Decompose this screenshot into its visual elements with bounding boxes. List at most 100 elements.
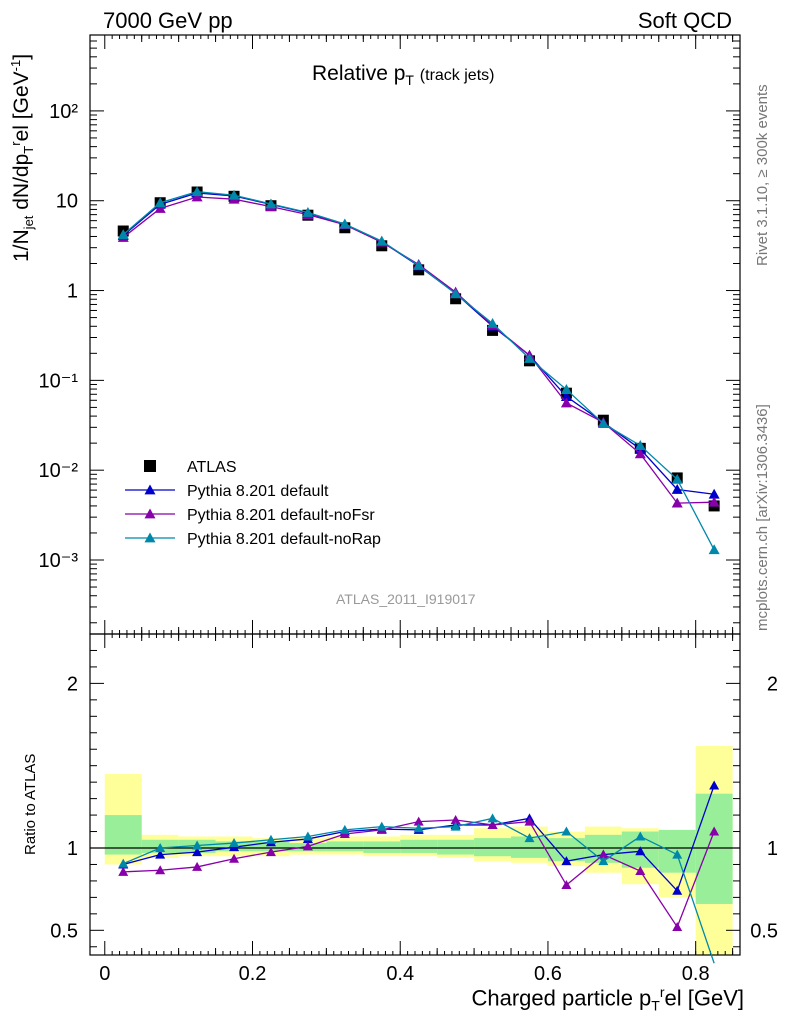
ratio-series-marker [376, 821, 387, 831]
ratio-series-marker [265, 834, 276, 844]
ratio-band-green [363, 841, 401, 853]
ratio-series-marker [635, 831, 646, 841]
ratio-band-green [326, 841, 364, 852]
ratio-y-tick-label-right: 1 [767, 838, 778, 860]
x-tick-label: 0.8 [682, 963, 710, 985]
ratio-band-green [474, 838, 512, 857]
main-series-marker [487, 317, 499, 328]
legend-marker [144, 508, 156, 519]
main-series-marker [671, 497, 683, 508]
ratio-series-marker [635, 846, 646, 856]
ratio-series-marker [192, 861, 203, 871]
x-tick-label: 0.2 [239, 963, 267, 985]
main-series-marker [708, 496, 720, 507]
main-series-marker [597, 418, 609, 429]
ratio-series-marker [524, 833, 535, 843]
legend-label: Pythia 8.201 default-noRap [187, 531, 381, 548]
ratio-series-marker [155, 843, 166, 852]
ratio-band-green [547, 838, 585, 862]
main-series-marker [523, 353, 535, 363]
main-series-marker [450, 288, 462, 299]
legend-marker [144, 532, 156, 543]
ratio-series-marker [413, 816, 424, 826]
main-series-marker [560, 397, 572, 408]
main-series-marker [265, 198, 277, 209]
ratio-plot-frame [89, 633, 741, 956]
ratio-series-marker [598, 849, 609, 859]
main-series-marker [339, 218, 351, 229]
ratio-series-marker [672, 922, 683, 932]
ratio-y-axis-label: Ratio to ATLAS [22, 753, 39, 855]
ratio-series-marker [118, 858, 129, 868]
main-series-marker [708, 488, 720, 499]
ratio-band-green [252, 841, 290, 852]
ratio-series-marker [192, 840, 203, 850]
y-tick-label: 10⁻¹ [39, 370, 79, 392]
ratio-series-marker [598, 856, 609, 866]
ratio-series-marker [118, 866, 129, 876]
ratio-series-marker [155, 849, 166, 859]
y-tick-label: 10⁻³ [39, 550, 79, 572]
legend-marker [144, 484, 156, 495]
ratio-series-layer [118, 780, 720, 964]
ratio-series-marker [450, 815, 461, 825]
ratio-series-marker [302, 831, 313, 841]
ratio-y-tick-label: 2 [67, 673, 78, 695]
analysis-label: ATLAS_2011_I919017 [336, 591, 476, 607]
main-series-marker [191, 191, 203, 202]
legend-label: Pythia 8.201 default-noFsr [187, 507, 375, 524]
mcplots-label: mcplots.cern.ch [arXiv:1306.3436] [754, 404, 771, 631]
main-series-line [122, 192, 715, 495]
ratio-series-marker [192, 847, 203, 857]
x-tick-label: 0.4 [386, 963, 414, 985]
ratio-band-green [695, 793, 733, 904]
y-tick-label: 1 [67, 281, 78, 303]
main-series-marker [154, 197, 166, 208]
ratio-band-layer [104, 745, 733, 955]
ratio-y-tick-label: 0.5 [50, 920, 78, 942]
ratio-series-marker [709, 826, 720, 836]
ratio-y-tick-label-right: 2 [767, 673, 778, 695]
ratio-series-marker [487, 813, 498, 823]
ratio-series-marker [302, 841, 313, 851]
legend-label: ATLAS [187, 459, 237, 476]
y-axis-label: 1/Njet dN/dpTrel [GeV-1] [8, 53, 37, 262]
main-series-marker [302, 206, 314, 217]
ratio-series-marker [561, 856, 572, 866]
ratio-y-tick-label-right: 0.5 [750, 920, 778, 942]
ratio-series-marker [524, 816, 535, 826]
ratio-series-marker [672, 849, 683, 859]
header-right: Soft QCD [637, 8, 732, 33]
data-point [450, 293, 462, 305]
chart-title: Relative pT (track jets) [312, 62, 495, 89]
y-tick-label: 10² [49, 101, 78, 123]
header-left: 7000 GeV pp [103, 8, 233, 33]
y-tick-label: 10⁻² [39, 460, 79, 482]
ratio-series-marker [561, 880, 572, 890]
ratio-series-marker [155, 865, 166, 875]
ratio-series-marker [413, 823, 424, 833]
x-tick-label: 0 [99, 963, 110, 985]
ratio-series-marker [561, 826, 572, 836]
main-series-layer [117, 186, 720, 555]
ratio-band-green [511, 836, 548, 858]
ratio-series-marker [229, 838, 240, 848]
ratio-series-marker [229, 853, 240, 863]
ratio-series-marker [487, 819, 498, 829]
ratio-band-green [437, 839, 475, 855]
ratio-series-marker [339, 824, 350, 834]
main-series-marker [154, 202, 166, 213]
main-series-marker [376, 235, 388, 246]
ratio-band-green [104, 815, 142, 855]
y-tick-label: 10 [56, 191, 78, 213]
ratio-series-marker [635, 866, 646, 876]
ratio-series-marker [265, 847, 276, 857]
main-series-marker [228, 189, 240, 200]
ratio-series-marker [450, 821, 461, 831]
main-series-marker [413, 260, 425, 270]
legend: ATLAS Pythia 8.201 default Pythia 8.201 de… [125, 459, 381, 548]
main-series-line [122, 196, 715, 504]
main-series-marker [117, 229, 129, 239]
ratio-y-tick-label: 1 [67, 838, 78, 860]
x-tick-label: 0.6 [534, 963, 562, 985]
